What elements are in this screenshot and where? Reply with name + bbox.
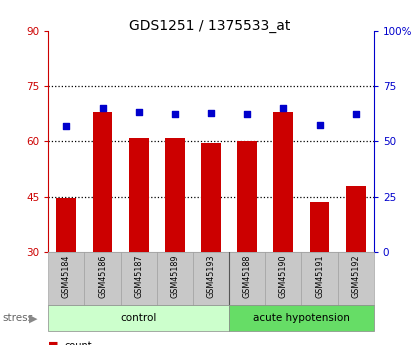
Point — [135, 109, 142, 115]
Bar — [273, 112, 293, 252]
Text: GSM45184: GSM45184 — [62, 255, 71, 298]
Text: ■: ■ — [48, 341, 59, 345]
Bar — [48, 252, 84, 305]
Bar — [201, 143, 221, 252]
Bar — [48, 305, 229, 331]
Text: stress: stress — [2, 313, 33, 323]
Point — [171, 111, 178, 117]
Text: GSM45189: GSM45189 — [171, 255, 179, 298]
Text: GSM45190: GSM45190 — [279, 255, 288, 298]
Bar — [237, 141, 257, 252]
Point — [208, 110, 215, 116]
Text: GSM45191: GSM45191 — [315, 255, 324, 298]
Point — [63, 123, 70, 129]
Text: GDS1251 / 1375533_at: GDS1251 / 1375533_at — [129, 19, 291, 33]
Point — [316, 122, 323, 128]
Text: GSM45187: GSM45187 — [134, 255, 143, 298]
Text: GSM45192: GSM45192 — [351, 255, 360, 298]
Bar — [92, 112, 113, 252]
Bar — [346, 186, 366, 252]
Text: count: count — [64, 341, 92, 345]
Bar — [193, 252, 229, 305]
Bar — [302, 252, 338, 305]
Bar — [338, 252, 374, 305]
Bar — [229, 252, 265, 305]
Text: acute hypotension: acute hypotension — [253, 313, 350, 323]
Bar — [121, 252, 157, 305]
Bar — [56, 198, 76, 252]
Text: control: control — [121, 313, 157, 323]
Text: GSM45193: GSM45193 — [207, 255, 215, 298]
Text: GSM45186: GSM45186 — [98, 255, 107, 298]
Point — [99, 106, 106, 111]
Bar — [229, 305, 374, 331]
Bar — [165, 138, 185, 252]
Bar — [310, 202, 330, 252]
Bar — [129, 138, 149, 252]
Text: ▶: ▶ — [29, 313, 37, 323]
Point — [280, 106, 287, 111]
Bar — [157, 252, 193, 305]
Text: GSM45188: GSM45188 — [243, 255, 252, 298]
Bar — [265, 252, 302, 305]
Bar — [84, 252, 121, 305]
Point — [352, 111, 359, 117]
Point — [244, 111, 251, 117]
